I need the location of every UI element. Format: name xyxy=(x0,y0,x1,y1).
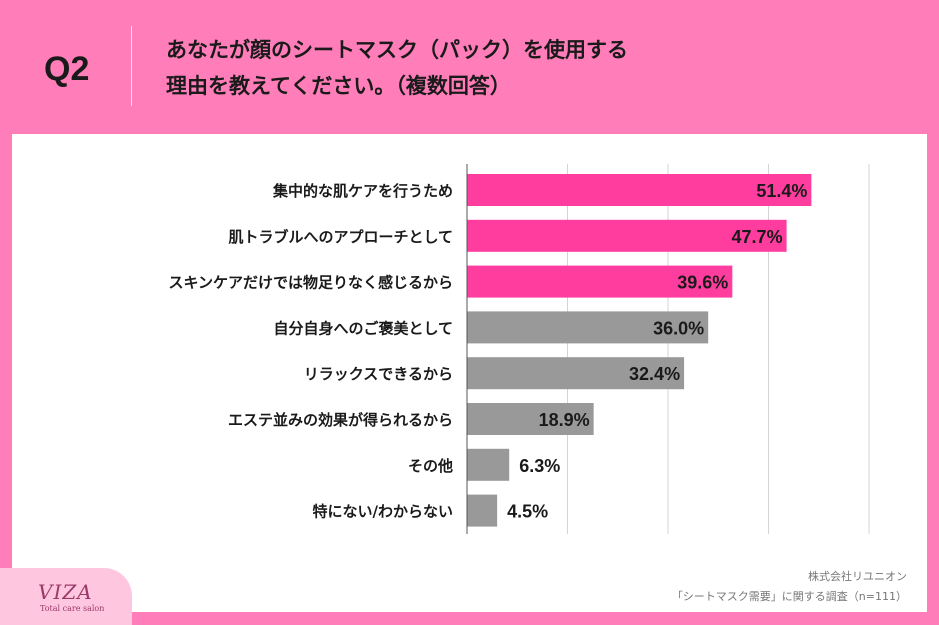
value-label: 39.6% xyxy=(677,273,728,293)
question-line-1: あなたが顔のシートマスク（パック）を使用する xyxy=(166,38,628,62)
header: Q2 あなたが顔のシートマスク（パック）を使用する 理由を教えてください。（複数… xyxy=(0,0,939,132)
value-label: 36.0% xyxy=(653,318,704,338)
question-text: あなたが顔のシートマスク（パック）を使用する 理由を教えてください。（複数回答） xyxy=(166,32,628,104)
category-label: その他 xyxy=(408,457,453,475)
bar-4 xyxy=(467,311,709,344)
chart-panel: 集中的な肌ケアを行うため 51.4% 肌トラブルへのアプローチとして 47.7% スキン… xyxy=(12,134,927,612)
category-label: リラックスできるから xyxy=(304,365,453,383)
logo-tagline: Total care salon xyxy=(40,604,105,613)
value-label: 18.9% xyxy=(539,410,590,430)
company-name: 株式会社リユニオン xyxy=(808,570,907,583)
header-divider xyxy=(131,26,132,106)
question-line-2: 理由を教えてください。（複数回答） xyxy=(166,74,511,98)
category-label: 自分自身へのご褒美として xyxy=(273,319,453,337)
category-label: 集中的な肌ケアを行うため xyxy=(272,182,453,200)
bar-1 xyxy=(467,174,812,206)
value-label: 4.5% xyxy=(507,502,548,522)
bar-3 xyxy=(467,265,733,298)
bar-7 xyxy=(467,448,510,481)
bar-5 xyxy=(467,357,685,390)
value-label: 6.3% xyxy=(519,456,560,476)
category-label: スキンケアだけでは物足りなく感じるから xyxy=(168,274,453,292)
survey-note: 「シートマスク需要」に関する調査（n=111） xyxy=(671,590,907,603)
category-label: 特にない/わからない xyxy=(313,503,453,521)
bar-6 xyxy=(467,403,594,435)
bar-8 xyxy=(467,494,498,527)
category-label: エステ並みの効果が得られるから xyxy=(228,411,453,429)
category-label: 肌トラブルへのアプローチとして xyxy=(228,228,453,246)
value-label: 47.7% xyxy=(732,227,783,247)
bar-2 xyxy=(467,219,787,252)
question-label: Q2 xyxy=(44,50,90,88)
logo-wordmark: VIZA xyxy=(38,580,93,604)
value-label: 32.4% xyxy=(629,364,680,384)
value-label: 51.4% xyxy=(756,181,807,201)
bar-chart: 集中的な肌ケアを行うため 51.4% 肌トラブルへのアプローチとして 47.7% スキン… xyxy=(168,164,870,534)
brand-logo: VIZA Total care salon xyxy=(0,568,132,625)
